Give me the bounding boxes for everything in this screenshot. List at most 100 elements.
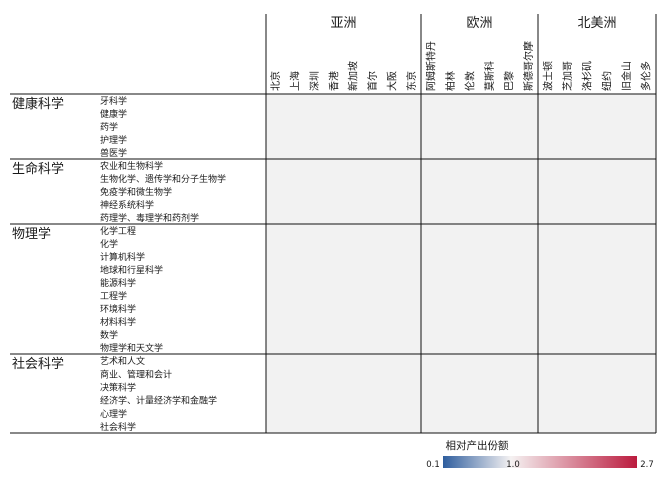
heatmap-cell	[597, 419, 618, 434]
heatmap-cell	[266, 159, 286, 173]
heatmap-cell	[577, 406, 598, 421]
column-label: 波士顿	[541, 61, 554, 91]
heatmap-cell	[266, 172, 286, 186]
heatmap-cell	[440, 289, 461, 303]
heatmap-cell	[266, 367, 286, 381]
heatmap-cell	[421, 419, 441, 434]
heatmap-cell	[616, 107, 637, 121]
heatmap-cell	[538, 354, 559, 368]
heatmap-cell	[304, 341, 325, 355]
column-label: 阿姆斯特丹	[424, 41, 437, 91]
heatmap-cell	[557, 107, 578, 121]
row-label: 决策科学	[100, 381, 136, 393]
heatmap-cell	[324, 211, 344, 225]
row-label: 物理学和天文学	[100, 342, 163, 354]
column-label: 香港	[328, 71, 340, 91]
heatmap-cell	[479, 276, 500, 290]
heatmap-cell	[479, 302, 500, 316]
heatmap-cell	[324, 354, 344, 368]
heatmap-cell	[479, 146, 500, 160]
row-label: 生物化学、遗传学和分子生物学	[100, 173, 226, 185]
heatmap-cell	[597, 211, 618, 225]
heatmap-cell	[499, 120, 519, 134]
heatmap-cell	[616, 120, 637, 134]
heatmap-cell	[499, 328, 519, 342]
column-label: 深圳	[309, 71, 321, 91]
heatmap-cell	[362, 224, 383, 238]
heatmap-cell	[343, 289, 364, 303]
heatmap-cell	[616, 237, 637, 251]
heatmap-cell	[518, 224, 539, 238]
heatmap-cell	[343, 146, 364, 160]
heatmap-cell	[382, 406, 403, 421]
heatmap-cell	[324, 198, 344, 212]
heatmap-cell	[616, 315, 637, 329]
heatmap-cell	[636, 354, 657, 368]
heatmap-cell	[401, 276, 422, 290]
heatmap-cell	[577, 198, 598, 212]
heatmap-cell	[577, 419, 598, 434]
heatmap-cell	[557, 263, 578, 277]
heatmap-cell	[343, 263, 364, 277]
heatmap-cell	[538, 211, 559, 225]
heatmap-cell	[285, 198, 306, 212]
heatmap-cell	[421, 367, 441, 381]
heatmap-cell	[597, 393, 618, 408]
heatmap-cell	[382, 315, 403, 329]
heatmap-cell	[479, 367, 500, 381]
heatmap-cell	[518, 354, 539, 368]
heatmap-cell	[304, 419, 325, 434]
heatmap-cell	[382, 250, 403, 264]
heatmap-cell	[577, 120, 598, 134]
heatmap-cell	[382, 211, 403, 225]
heatmap-cell	[401, 133, 422, 147]
heatmap-cell	[499, 419, 519, 434]
heatmap-cell	[421, 250, 441, 264]
heatmap-cell	[324, 380, 344, 394]
column-label: 纽约	[600, 71, 613, 91]
heatmap-cell	[577, 146, 598, 160]
heatmap-cell	[597, 302, 618, 316]
heatmap-cell	[499, 237, 519, 251]
column-label: 多伦多	[640, 61, 653, 91]
heatmap-cell	[343, 341, 364, 355]
heatmap-cell	[499, 302, 519, 316]
heatmap-cell	[636, 107, 657, 121]
heatmap-cell	[636, 250, 657, 264]
heatmap-cell	[499, 94, 519, 108]
heatmap-cell	[304, 380, 325, 394]
row-label: 健康学	[100, 108, 127, 120]
heatmap-cell	[421, 146, 441, 160]
heatmap-cell	[362, 159, 383, 173]
heatmap-cell	[285, 341, 306, 355]
heatmap-cell	[460, 211, 480, 225]
heatmap-cell	[382, 328, 403, 342]
heatmap-cell	[362, 393, 383, 408]
heatmap-cell	[597, 94, 618, 108]
heatmap-cell	[538, 289, 559, 303]
heatmap-cell	[440, 354, 461, 368]
heatmap-cell	[304, 315, 325, 329]
heatmap-cell	[597, 341, 618, 355]
heatmap-cell	[636, 120, 657, 134]
heatmap-cell	[460, 198, 480, 212]
heatmap-cell	[538, 341, 559, 355]
heatmap-cell	[401, 302, 422, 316]
heatmap-cell	[499, 289, 519, 303]
heatmap-cell	[597, 354, 618, 368]
heatmap-cell	[285, 380, 306, 394]
heatmap-cell	[440, 94, 461, 108]
heatmap-cell	[304, 107, 325, 121]
heatmap-cell	[343, 276, 364, 290]
heatmap-cell	[499, 250, 519, 264]
heatmap-cell	[401, 94, 422, 108]
heatmap-cell	[304, 393, 325, 408]
heatmap-cell	[266, 276, 286, 290]
heatmap-cell	[616, 159, 637, 173]
heatmap-cell	[616, 172, 637, 186]
heatmap-cell	[285, 328, 306, 342]
heatmap-cell	[382, 172, 403, 186]
heatmap-cell	[362, 380, 383, 394]
heatmap-cell	[636, 263, 657, 277]
heatmap-cell	[382, 302, 403, 316]
